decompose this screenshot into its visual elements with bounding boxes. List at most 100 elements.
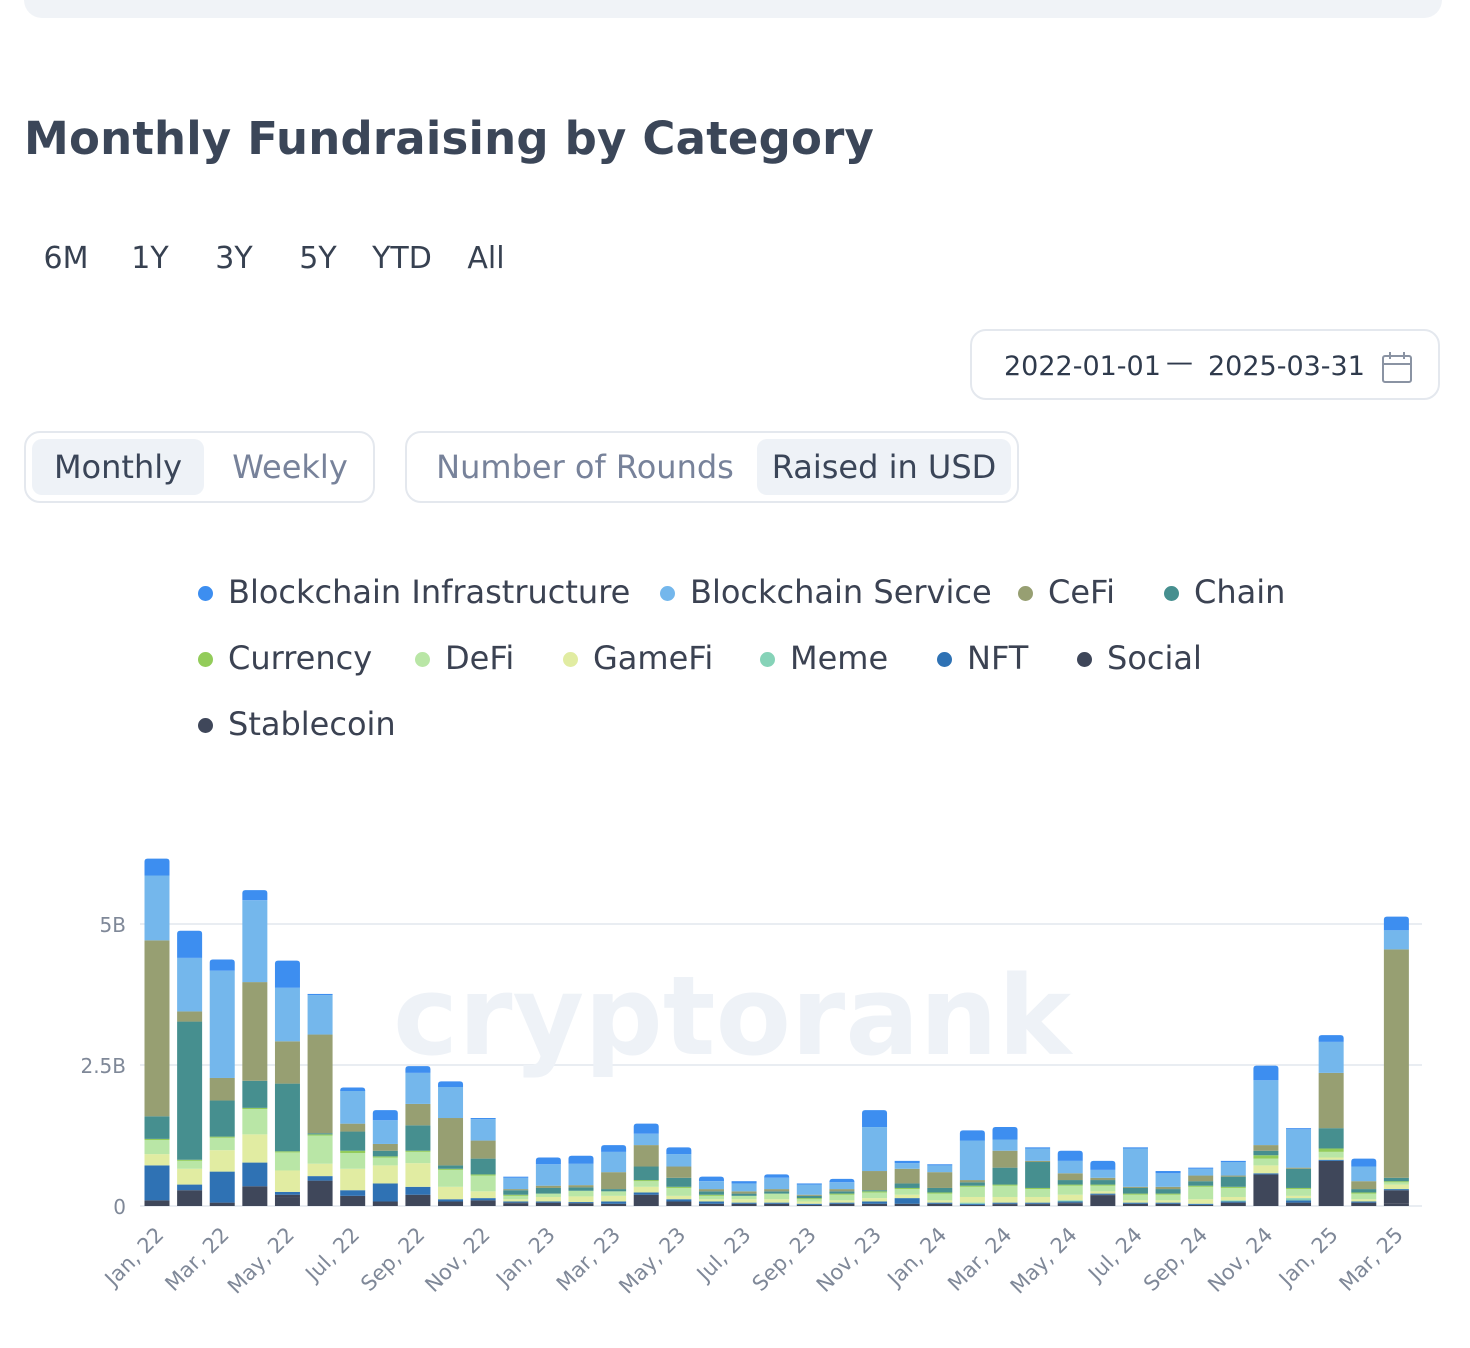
bar-segment-blockchain-service[interactable] — [1220, 1162, 1246, 1176]
bar-segment-nft[interactable] — [1090, 1193, 1116, 1195]
bar-segment-chain[interactable] — [1025, 1162, 1051, 1188]
bar-segment-chain[interactable] — [927, 1187, 953, 1193]
bar-segment-blockchain-service[interactable] — [144, 875, 170, 941]
bar-segment-defi[interactable] — [698, 1195, 724, 1200]
bar-segment-nft[interactable] — [1188, 1203, 1214, 1205]
bar-segment-cefi[interactable] — [242, 982, 268, 1081]
legend-blockchain-service[interactable]: Blockchain Service — [660, 572, 992, 612]
bar-segment-gamefi[interactable] — [1220, 1196, 1246, 1201]
bar-segment-defi[interactable] — [274, 1152, 300, 1171]
bar-segment-defi[interactable] — [1351, 1193, 1377, 1200]
bar-segment-stablecoin[interactable] — [1253, 1174, 1279, 1206]
bar-segment-gamefi[interactable] — [894, 1194, 920, 1199]
bar-segment-nft[interactable] — [372, 1183, 398, 1202]
bar-segment-blockchain-infrastructure[interactable] — [992, 1127, 1018, 1140]
bar-segment-chain[interactable] — [1090, 1180, 1116, 1185]
bar-segment-blockchain-service[interactable] — [1318, 1041, 1344, 1073]
legend-chain[interactable]: Chain — [1164, 572, 1285, 612]
bar-segment-cefi[interactable] — [144, 940, 170, 1117]
bar-segment-gamefi[interactable] — [1318, 1157, 1344, 1160]
bar-segment-chain[interactable] — [764, 1191, 790, 1194]
bar-segment-blockchain-service[interactable] — [1188, 1168, 1214, 1176]
bar-segment-gamefi[interactable] — [568, 1196, 594, 1203]
bar-segment-gamefi[interactable] — [927, 1200, 953, 1203]
bar-segment-defi[interactable] — [1057, 1185, 1083, 1195]
bar-segment-cefi[interactable] — [992, 1150, 1018, 1168]
bar-segment-blockchain-infrastructure[interactable] — [1057, 1150, 1083, 1161]
bar-segment-currency[interactable] — [144, 1138, 170, 1141]
bar-segment-defi[interactable] — [1220, 1187, 1246, 1197]
bar-segment-blockchain-infrastructure[interactable] — [438, 1081, 464, 1087]
bar-segment-currency[interactable] — [1025, 1187, 1051, 1190]
bar-segment-chain[interactable] — [731, 1193, 757, 1196]
date-start[interactable]: 2022-01-01 — [1004, 351, 1161, 382]
bar-segment-blockchain-service[interactable] — [796, 1184, 822, 1195]
bar-segment-stablecoin[interactable] — [1025, 1204, 1051, 1206]
bar-segment-gamefi[interactable] — [438, 1186, 464, 1200]
bar-segment-social[interactable] — [1090, 1194, 1116, 1196]
bar-segment-currency[interactable] — [633, 1180, 659, 1182]
bar-segment-stablecoin[interactable] — [666, 1201, 692, 1206]
bar-segment-nft[interactable] — [1057, 1201, 1083, 1203]
bar-segment-stablecoin[interactable] — [568, 1203, 594, 1206]
bar-segment-defi[interactable] — [862, 1192, 888, 1199]
bar-segment-gamefi[interactable] — [1253, 1165, 1279, 1174]
bar-segment-blockchain-infrastructure[interactable] — [1122, 1147, 1148, 1149]
bar-segment-blockchain-service[interactable] — [242, 900, 268, 983]
bar-segment-blockchain-infrastructure[interactable] — [1253, 1065, 1279, 1081]
bar-segment-stablecoin[interactable] — [1122, 1203, 1148, 1206]
bar-segment-defi[interactable] — [1122, 1194, 1148, 1201]
bar-segment-blockchain-infrastructure[interactable] — [340, 1087, 366, 1091]
bar-segment-defi[interactable] — [177, 1160, 203, 1169]
bar-segment-chain[interactable] — [1188, 1181, 1214, 1186]
bar-segment-currency[interactable] — [470, 1174, 496, 1176]
bar-segment-gamefi[interactable] — [1351, 1199, 1377, 1202]
bar-segment-cefi[interactable] — [1090, 1177, 1116, 1181]
bar-segment-nft[interactable] — [764, 1202, 790, 1204]
bar-segment-nft[interactable] — [274, 1191, 300, 1195]
bar-segment-cefi[interactable] — [927, 1172, 953, 1188]
bar-segment-blockchain-service[interactable] — [372, 1120, 398, 1144]
bar-segment-defi[interactable] — [1155, 1194, 1181, 1201]
bar-segment-cefi[interactable] — [340, 1123, 366, 1132]
bar-segment-blockchain-service[interactable] — [1090, 1169, 1116, 1178]
bar-segment-currency[interactable] — [796, 1198, 822, 1200]
bar-segment-currency[interactable] — [438, 1168, 464, 1170]
bar-segment-nft[interactable] — [698, 1201, 724, 1204]
bar-segment-stablecoin[interactable] — [698, 1203, 724, 1206]
period-weekly-button[interactable]: Weekly — [232, 448, 348, 486]
bar-segment-currency[interactable] — [1351, 1192, 1377, 1194]
bar-segment-cefi[interactable] — [666, 1166, 692, 1178]
bar-segment-currency[interactable] — [698, 1194, 724, 1196]
bar-segment-stablecoin[interactable] — [372, 1201, 398, 1206]
bar-segment-blockchain-infrastructure[interactable] — [568, 1155, 594, 1164]
bar-segment-defi[interactable] — [731, 1195, 757, 1200]
bar-segment-nft[interactable] — [862, 1201, 888, 1204]
bar-segment-gamefi[interactable] — [470, 1191, 496, 1199]
bar-segment-stablecoin[interactable] — [1188, 1204, 1214, 1206]
bar-segment-stablecoin[interactable] — [633, 1194, 659, 1206]
bar-segment-chain[interactable] — [796, 1195, 822, 1199]
bar-segment-nft[interactable] — [568, 1202, 594, 1204]
bar-segment-gamefi[interactable] — [535, 1196, 561, 1202]
bar-segment-nft[interactable] — [1220, 1201, 1246, 1203]
bar-segment-blockchain-service[interactable] — [829, 1182, 855, 1190]
bar-segment-currency[interactable] — [1318, 1148, 1344, 1152]
bar-segment-nft[interactable] — [633, 1192, 659, 1195]
bar-segment-cefi[interactable] — [503, 1189, 529, 1191]
bar-segment-cefi[interactable] — [1155, 1186, 1181, 1190]
legend-currency[interactable]: Currency — [198, 638, 372, 678]
range-tab-1y[interactable]: 1Y — [131, 241, 169, 276]
bar-segment-currency[interactable] — [1220, 1186, 1246, 1188]
bar-segment-blockchain-service[interactable] — [731, 1183, 757, 1192]
date-range-picker[interactable]: 2022-01-01 — 2025-03-31 — [970, 329, 1440, 400]
bar-segment-stablecoin[interactable] — [1286, 1202, 1312, 1206]
bar-segment-defi[interactable] — [307, 1135, 333, 1164]
bar-segment-nft[interactable] — [959, 1203, 985, 1205]
bar-segment-gamefi[interactable] — [1025, 1196, 1051, 1203]
bar-segment-chain[interactable] — [894, 1183, 920, 1188]
bar-segment-nft[interactable] — [177, 1184, 203, 1191]
bar-segment-blockchain-service[interactable] — [177, 957, 203, 1012]
bar-segment-chain[interactable] — [372, 1150, 398, 1157]
bar-segment-stablecoin[interactable] — [503, 1203, 529, 1206]
